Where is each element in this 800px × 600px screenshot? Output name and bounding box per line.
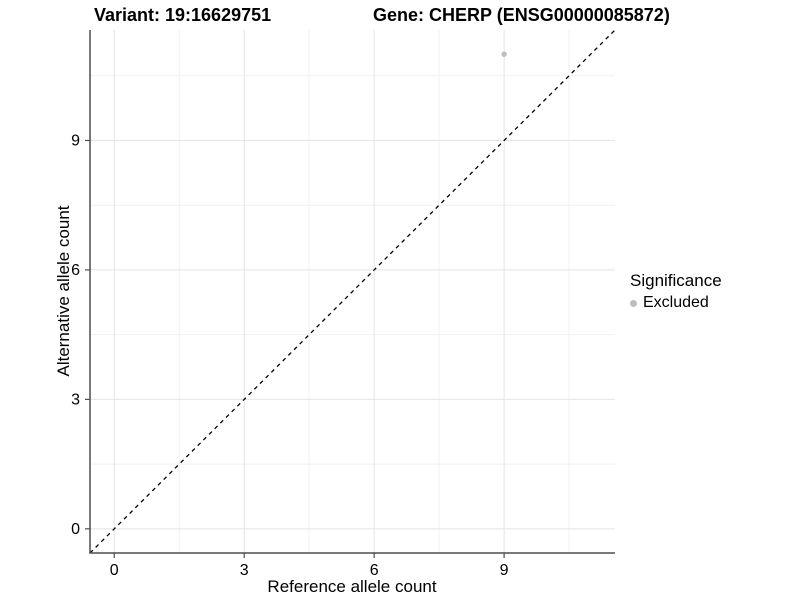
legend: Significance Excluded [630,271,722,312]
x-tick-label: 0 [110,562,119,579]
x-tick-label: 9 [500,562,509,579]
x-tick-label: 3 [240,562,249,579]
y-axis-title: Alternative allele count [54,205,73,377]
y-tick-label: 0 [71,521,80,538]
y-tick-label: 6 [71,262,80,279]
y-tick-label: 9 [71,132,80,149]
legend-item-label: Excluded [643,294,709,311]
identity-line [89,29,616,554]
x-axis-title: Reference allele count [267,577,437,596]
plot-title-gene: Gene: CHERP (ENSG00000085872) [373,5,670,25]
legend-title: Significance [630,271,722,290]
x-tick-label: 6 [370,562,379,579]
legend-item-excluded: Excluded [630,294,722,312]
plot-title-variant: Variant: 19:16629751 [94,5,272,25]
data-point [501,51,507,57]
y-tick-label: 3 [71,391,80,408]
excluded-point-icon [630,299,637,307]
